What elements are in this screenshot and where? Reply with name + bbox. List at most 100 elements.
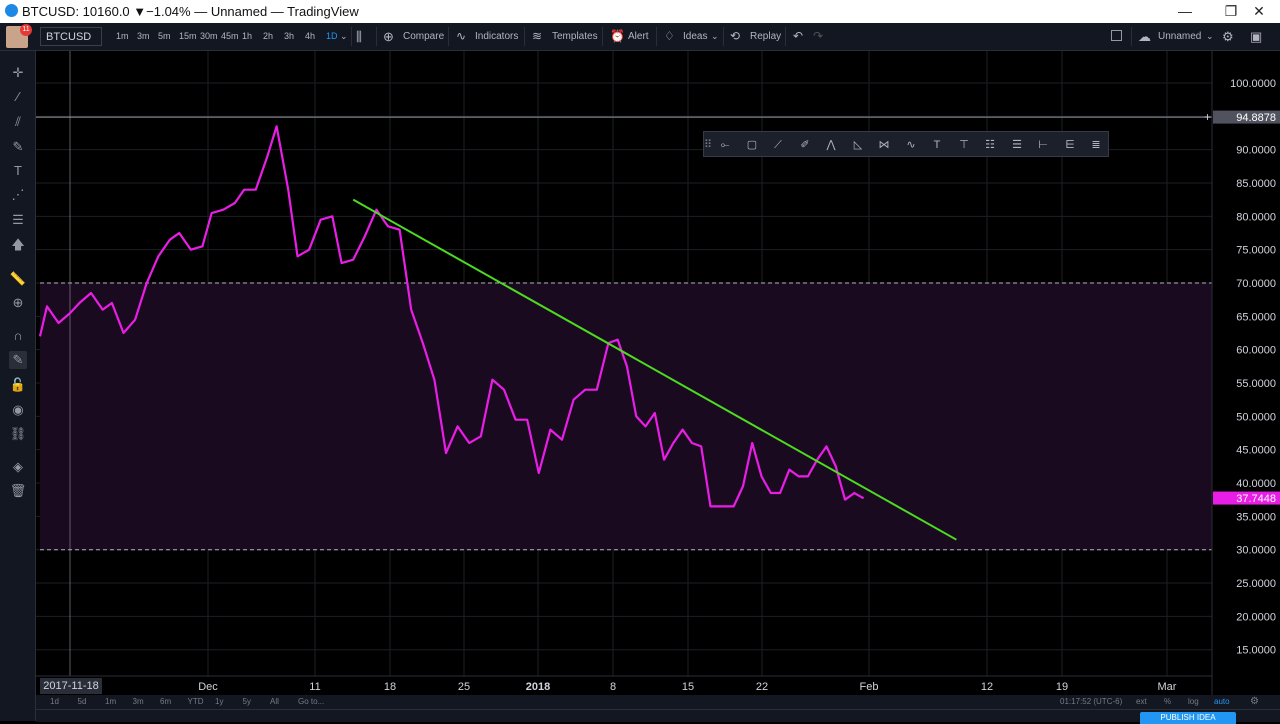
zoom-in-icon[interactable]: ⊕ xyxy=(12,295,24,310)
ext-toggle[interactable]: ext xyxy=(1136,697,1147,706)
price-chart[interactable]: 100.000095.000090.000085.000080.000075.0… xyxy=(36,51,1280,695)
fib-retracement-icon[interactable]: ☷ xyxy=(985,139,995,151)
price-tick-label: 40.0000 xyxy=(1236,478,1276,490)
symbol-search-input[interactable]: BTCUSD xyxy=(40,27,102,46)
price-zone-rectangle[interactable] xyxy=(40,283,1212,550)
price-tick-label: 50.0000 xyxy=(1236,411,1276,423)
time-tick-label: 2018 xyxy=(526,681,550,693)
pitchfork-icon[interactable]: ⫽ xyxy=(15,114,21,129)
crosshair-plus-icon[interactable]: + xyxy=(1204,110,1211,124)
more-tools-icon[interactable]: ≣ xyxy=(1091,139,1101,151)
interval-5m[interactable]: 5m xyxy=(158,31,171,41)
abcd-pattern-icon[interactable]: ⋀ xyxy=(826,139,836,151)
fullscreen-icon[interactable] xyxy=(1111,30,1122,41)
brush-tool-icon[interactable]: ✐ xyxy=(800,139,810,151)
brush-icon[interactable]: ✎ xyxy=(12,139,24,154)
fib-extension-icon[interactable]: ☰ xyxy=(1012,139,1022,151)
price-series-line[interactable] xyxy=(38,125,865,508)
triangle-icon[interactable]: ◺ xyxy=(853,139,863,151)
crosshair-icon[interactable]: ✛ xyxy=(12,65,24,80)
candles-chart-type-icon[interactable]: ⫼ xyxy=(356,29,362,44)
trend-line-icon[interactable]: ⁄ xyxy=(16,89,20,104)
range-6m[interactable]: 6m xyxy=(160,697,172,706)
close-button[interactable]: ✕ xyxy=(1253,3,1265,19)
interval-15m[interactable]: 15m xyxy=(179,31,197,41)
trendline[interactable] xyxy=(352,198,957,541)
ideas-button[interactable]: Ideas xyxy=(683,31,708,42)
interval-3h[interactable]: 3h xyxy=(284,31,295,41)
interval-1h[interactable]: 1h xyxy=(242,31,253,41)
price-tick-label: 65.0000 xyxy=(1236,311,1276,323)
range-3m[interactable]: 3m xyxy=(132,697,144,706)
undo-icon[interactable]: ↶ xyxy=(793,29,804,43)
range-ytd[interactable]: YTD xyxy=(187,697,204,706)
alert-button[interactable]: Alert xyxy=(628,31,649,42)
gear-icon[interactable]: ⚙ xyxy=(1222,29,1234,44)
camera-icon[interactable]: ▣ xyxy=(1250,29,1263,44)
fib-icon[interactable]: ☰ xyxy=(12,212,24,227)
range-5y[interactable]: 5y xyxy=(242,697,251,706)
rectangle-icon[interactable]: ▢ xyxy=(746,139,758,151)
stay-in-drawing-mode-icon[interactable]: ✎ xyxy=(9,351,27,369)
compare-button[interactable]: Compare xyxy=(403,31,445,42)
ruler-icon[interactable]: 📏 xyxy=(9,271,27,286)
cloud-icon: ☁ xyxy=(1138,29,1151,44)
range-1d[interactable]: 1d xyxy=(50,697,59,706)
goto-button[interactable]: Go to... xyxy=(298,697,325,706)
date-range-icon[interactable]: ⊢ xyxy=(1038,139,1048,151)
window-titlebar: BTCUSD: 10160.0 ▼−1.04% — Unnamed — Trad… xyxy=(0,0,1280,23)
lock-icon[interactable]: 🔓 xyxy=(9,377,27,392)
price-tick-label: 85.0000 xyxy=(1236,178,1276,190)
range-1y[interactable]: 1y xyxy=(215,697,224,706)
layout-chevron-down-icon[interactable]: ⌄ xyxy=(1206,31,1214,41)
range-5d[interactable]: 5d xyxy=(77,697,87,706)
range-all[interactable]: All xyxy=(270,697,279,706)
replay-icon: ⟲ xyxy=(730,29,741,43)
text-icon[interactable]: T xyxy=(933,139,941,151)
price-tick-label: 35.0000 xyxy=(1236,511,1276,523)
text-tool-icon[interactable]: T xyxy=(14,163,22,178)
price-tick-label: 55.0000 xyxy=(1236,378,1276,390)
redo-icon[interactable]: ↷ xyxy=(813,29,824,43)
eye-icon[interactable]: ◉ xyxy=(12,402,24,417)
range-1m[interactable]: 1m xyxy=(105,697,117,706)
interval-4h[interactable]: 4h xyxy=(305,31,316,41)
notification-badge: 11 xyxy=(20,24,32,36)
magnet-icon[interactable]: ∩ xyxy=(13,328,23,343)
horizontal-lines[interactable] xyxy=(40,282,1212,551)
left-drawing-toolbar: ✛ ⁄ ⫽ ✎ T ⋰ ☰ 🡅 📏 ⊕ ∩ ✎ 🔓 ◉ ⛓ ◈ 🗑 xyxy=(0,51,36,721)
indicators-button[interactable]: Indicators xyxy=(475,31,519,42)
interval-3m[interactable]: 3m xyxy=(137,31,150,41)
ideas-chevron-down-icon[interactable]: ⌄ xyxy=(711,31,719,41)
line-tool-icon[interactable]: ⟋ xyxy=(774,139,782,151)
drag-handle-icon[interactable]: ⠿ xyxy=(704,139,713,151)
gear-settings-icon[interactable]: ⚙ xyxy=(1250,696,1259,707)
crosshair-price-value: 94.8878 xyxy=(1236,112,1276,124)
elliott-wave-icon[interactable]: ∿ xyxy=(906,139,916,151)
chevron-down-icon[interactable]: ⌄ xyxy=(340,31,348,41)
link-icon[interactable]: ⛓ xyxy=(9,426,27,441)
fan-icon[interactable]: ⋿ xyxy=(1065,139,1075,151)
auto-toggle[interactable]: auto xyxy=(1214,697,1230,706)
interval-30m[interactable]: 30m xyxy=(200,31,218,41)
log-toggle[interactable]: log xyxy=(1188,697,1199,706)
publish-idea-button[interactable]: PUBLISH IDEA xyxy=(1140,712,1236,724)
interval-1D[interactable]: 1D xyxy=(326,31,338,41)
templates-button[interactable]: Templates xyxy=(552,31,598,42)
trash-icon[interactable]: 🗑 xyxy=(9,483,27,498)
replay-button[interactable]: Replay xyxy=(750,31,782,42)
horizontal-ray-icon[interactable]: ⟜ xyxy=(720,139,730,151)
price-axis[interactable] xyxy=(1212,51,1280,695)
maximize-button[interactable]: ❐ xyxy=(1224,3,1238,19)
interval-45m[interactable]: 45m xyxy=(221,31,239,41)
anchored-text-icon[interactable]: ⊤ xyxy=(959,139,969,151)
layout-name-button[interactable]: Unnamed xyxy=(1158,31,1202,42)
interval-2h[interactable]: 2h xyxy=(263,31,274,41)
arrow-up-icon[interactable]: 🡅 xyxy=(11,237,25,252)
percent-toggle[interactable]: % xyxy=(1164,697,1172,706)
minimize-button[interactable]: — xyxy=(1178,3,1192,19)
layers-icon[interactable]: ◈ xyxy=(13,459,23,474)
interval-1m[interactable]: 1m xyxy=(116,31,129,41)
xabcd-pattern-icon[interactable]: ⋈ xyxy=(878,139,890,151)
pattern-icon[interactable]: ⋰ xyxy=(11,187,25,202)
